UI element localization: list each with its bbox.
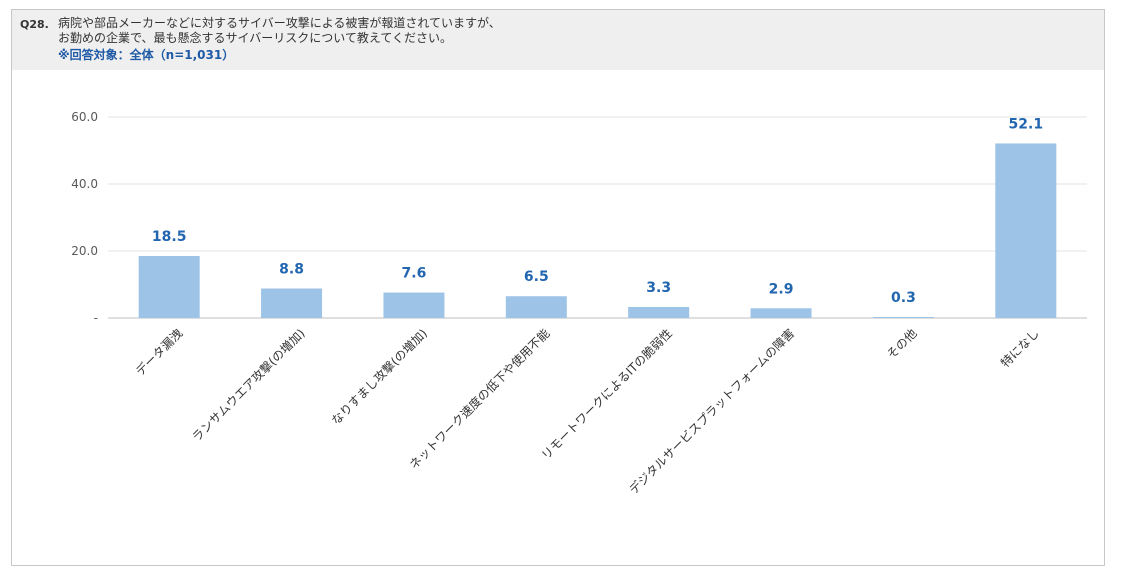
data-label: 6.5 bbox=[524, 269, 549, 285]
data-label: 52.1 bbox=[1009, 116, 1044, 132]
bar bbox=[872, 316, 934, 318]
data-label: 3.3 bbox=[646, 280, 671, 296]
question-text: 病院や部品メーカーなどに対するサイバー攻撃による被害が報道されていますが、 お勤… bbox=[58, 16, 501, 46]
bar bbox=[995, 143, 1057, 318]
category-label: データ漏洩 bbox=[132, 326, 185, 379]
data-label: 18.5 bbox=[152, 229, 187, 245]
question-number: Q28. bbox=[20, 18, 49, 31]
bar bbox=[138, 256, 200, 318]
data-label: 7.6 bbox=[402, 266, 427, 282]
question-line-1: 病院や部品メーカーなどに対するサイバー攻撃による被害が報道されていますが、 bbox=[58, 16, 501, 30]
category-label: なりすまし攻撃(の増加) bbox=[328, 326, 430, 428]
bar bbox=[505, 296, 567, 318]
category-label: ランサムウエア攻撃(の増加) bbox=[189, 326, 308, 445]
category-label: リモートワークによるITの脆弱性 bbox=[538, 326, 675, 463]
bar bbox=[261, 288, 323, 318]
y-tick-label: - bbox=[94, 311, 98, 325]
bar bbox=[383, 292, 445, 318]
y-tick-label: 40.0 bbox=[71, 177, 98, 191]
data-label: 2.9 bbox=[769, 281, 794, 297]
bar bbox=[628, 306, 690, 318]
data-label: 0.3 bbox=[891, 290, 916, 306]
category-label: その他 bbox=[884, 326, 919, 361]
data-label: 8.8 bbox=[279, 262, 304, 278]
question-header: Q28. 病院や部品メーカーなどに対するサイバー攻撃による被害が報道されています… bbox=[12, 10, 1104, 70]
y-tick-label: 60.0 bbox=[71, 110, 98, 124]
category-label: 特になし bbox=[997, 326, 1042, 371]
bar bbox=[750, 308, 812, 318]
respondent-target: ※回答対象：全体（n=1,031） bbox=[58, 48, 235, 62]
category-label: ネットワーク速度の低下や使用不能 bbox=[406, 326, 552, 472]
y-tick-label: 20.0 bbox=[71, 244, 98, 258]
question-line-2: お勤めの企業で、最も懸念するサイバーリスクについて教えてください。 bbox=[58, 31, 452, 45]
